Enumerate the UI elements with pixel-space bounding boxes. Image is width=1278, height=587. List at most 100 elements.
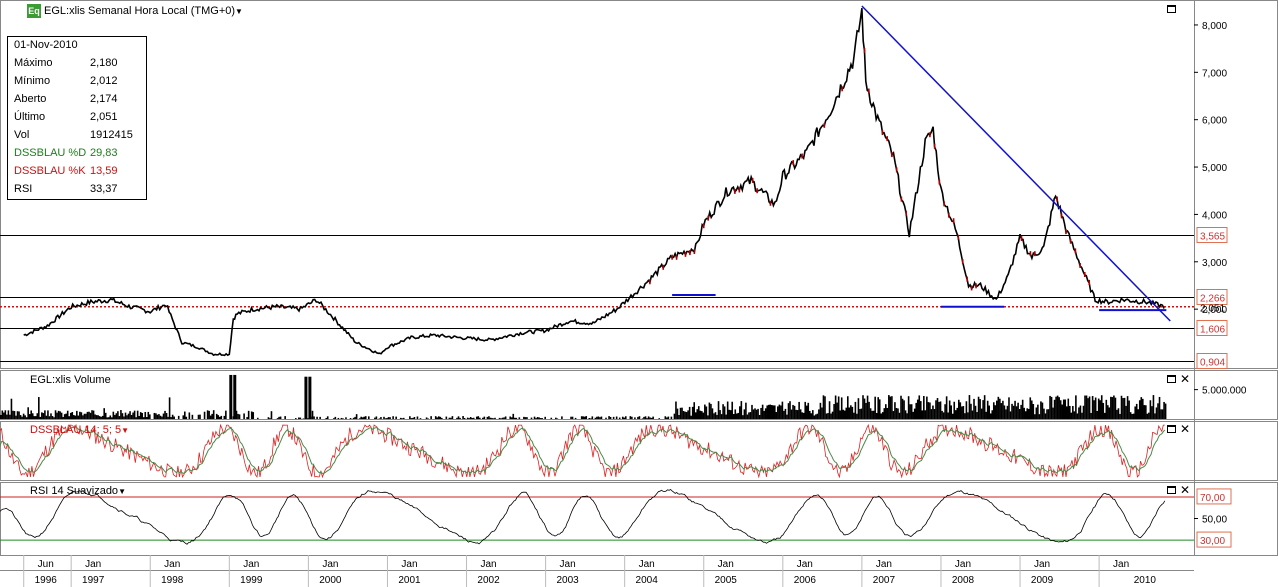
volume-bar	[1067, 398, 1070, 419]
volume-bar	[375, 416, 378, 419]
x-month-label: Jan	[560, 559, 576, 570]
maximize-icon[interactable]	[1167, 425, 1176, 433]
chart-title[interactable]: EGL:xlis Semanal Hora Local (TMG+0)▼	[44, 4, 243, 18]
close-icon[interactable]: ✕	[1180, 483, 1191, 497]
volume-bar	[1, 410, 4, 419]
volume-bar	[451, 416, 454, 419]
y-tick-label: 3,000	[1202, 258, 1227, 269]
maximize-icon[interactable]	[1167, 375, 1176, 383]
volume-bar	[524, 417, 527, 419]
chevron-down-icon[interactable]: ▼	[118, 487, 126, 496]
volume-bar	[66, 410, 69, 419]
volume-bar	[1093, 400, 1095, 419]
volume-bar	[88, 411, 90, 419]
volume-bar	[237, 413, 239, 419]
volume-bar	[182, 415, 185, 419]
volume-bar	[837, 396, 840, 419]
maximize-icon[interactable]	[1167, 5, 1176, 13]
volume-bar	[1050, 396, 1053, 419]
volume-bar	[389, 417, 391, 419]
volume-bar	[652, 416, 654, 419]
volume-bar	[71, 412, 74, 419]
x-year-label: 1999	[240, 575, 263, 586]
close-icon[interactable]: ✕	[1180, 422, 1191, 436]
info-label: Mínimo	[14, 75, 51, 87]
volume-bar	[859, 408, 861, 419]
volume-bar	[697, 406, 700, 419]
volume-bar	[702, 412, 705, 419]
volume-bar	[839, 410, 841, 419]
x-year-label: 1996	[35, 575, 58, 586]
volume-bar	[498, 417, 501, 419]
volume-bar	[637, 416, 639, 419]
volume-bar	[555, 417, 557, 419]
volume-bar	[345, 417, 347, 419]
chevron-down-icon[interactable]: ▼	[235, 7, 243, 16]
volume-bar	[903, 400, 905, 419]
volume-bar	[135, 417, 137, 419]
volume-bar	[1062, 399, 1065, 419]
volume-bar	[475, 416, 478, 419]
volume-bar	[710, 403, 712, 419]
volume-bar	[279, 416, 282, 419]
volume-bar	[168, 397, 171, 419]
rsi-pane-title[interactable]: RSI 14 Suavizado▼	[30, 485, 126, 497]
volume-bar	[894, 402, 896, 419]
volume-bar	[1079, 405, 1082, 419]
volume-bar	[1094, 397, 1097, 419]
dss-k-line	[0, 423, 1165, 479]
x-year-label: 2003	[556, 575, 579, 586]
volume-spike	[233, 374, 237, 419]
maximize-icon[interactable]	[1167, 486, 1176, 494]
close-icon[interactable]: ✕	[1180, 372, 1191, 386]
pane-frame	[0, 0, 1278, 369]
volume-bar	[1043, 408, 1045, 419]
volume-bar	[45, 415, 48, 419]
volume-bar	[299, 417, 302, 419]
volume-bar	[1100, 395, 1103, 419]
volume-bar	[612, 416, 615, 419]
price-candle	[938, 179, 941, 185]
volume-bar	[1088, 396, 1091, 419]
volume-bar	[60, 412, 63, 419]
volume-bar	[51, 416, 54, 419]
volume-bar	[1047, 409, 1050, 419]
volume-bar	[939, 401, 942, 419]
volume-bar	[367, 416, 370, 419]
volume-bar	[94, 414, 96, 419]
volume-bar	[994, 405, 997, 419]
volume-bar	[384, 418, 387, 419]
volume-bar	[149, 414, 151, 419]
volume-bar	[840, 397, 843, 419]
dss-pane-title[interactable]: DSSBLAU 14; 5; 5▼	[30, 424, 130, 436]
data-window: 01-Nov-2010 Máximo 2,180 Mínimo 2,012 Aberto…	[7, 36, 147, 200]
volume-bar	[1125, 405, 1127, 419]
volume-bar	[986, 400, 989, 419]
y-tick-label: 7,000	[1202, 68, 1227, 79]
volume-bar	[976, 412, 978, 419]
volume-bar	[1032, 404, 1035, 419]
price-candle	[756, 188, 758, 194]
volume-bar	[42, 413, 45, 419]
volume-bar	[269, 418, 271, 419]
info-row: Aberto 2,174	[14, 91, 142, 108]
volume-bar	[982, 400, 984, 419]
volume-bar	[996, 400, 998, 419]
volume-bar	[56, 412, 58, 419]
volume-bar	[588, 417, 591, 419]
chevron-down-icon[interactable]: ▼	[121, 426, 130, 435]
y-tick-label: 6,000	[1202, 116, 1227, 127]
volume-bar	[267, 417, 270, 419]
volume-bar	[834, 395, 837, 419]
volume-bar	[792, 404, 794, 419]
x-month-label: Jan	[85, 559, 101, 570]
volume-bar	[68, 416, 71, 419]
volume-bar	[120, 410, 122, 419]
volume-bar	[65, 413, 67, 419]
volume-bar	[1030, 400, 1033, 419]
volume-bar	[1023, 407, 1025, 419]
volume-bar	[34, 416, 37, 419]
volume-bar	[13, 411, 16, 419]
volume-bar	[1116, 409, 1118, 419]
